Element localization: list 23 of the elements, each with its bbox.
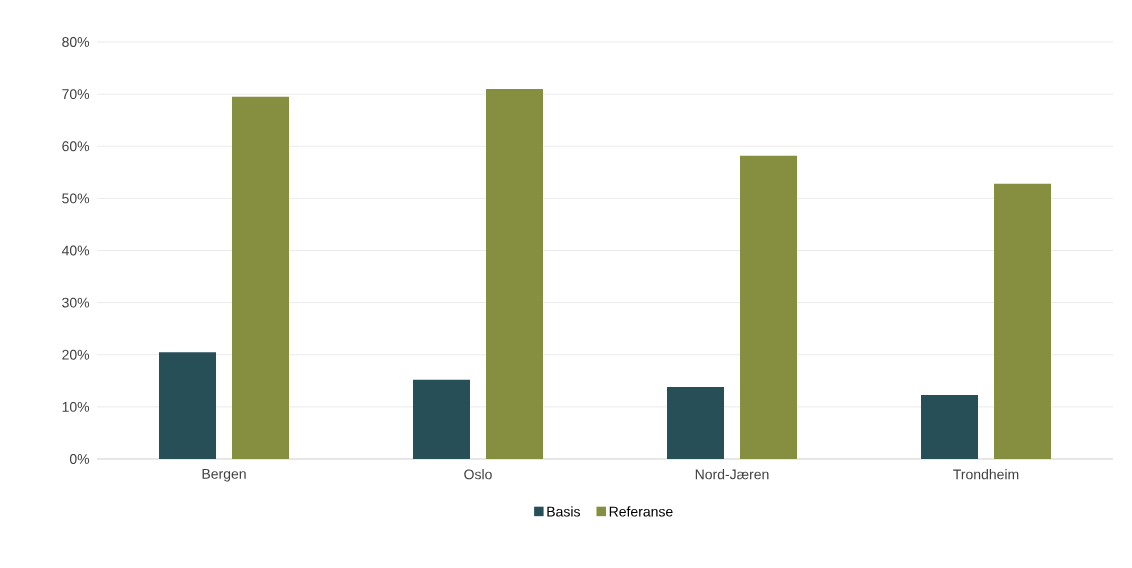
y-tick-label: 50% [62, 193, 90, 204]
bar [486, 88, 544, 459]
y-tick-label: 20% [62, 349, 90, 360]
x-tick-label: Oslo [464, 469, 492, 480]
x-tick-label: Nord-Jæren [695, 469, 769, 480]
y-tick-label: 60% [62, 141, 90, 152]
y-tick-label: 0% [69, 454, 90, 464]
bar [921, 394, 979, 459]
bar [413, 379, 471, 459]
legend-label: Basis [547, 506, 580, 517]
y-tick-label: 40% [61, 245, 90, 256]
y-tick-label: 30% [62, 297, 90, 308]
y-tick-label: 10% [62, 401, 90, 412]
x-tick-label: Trondheim [953, 469, 1019, 480]
bar [232, 96, 289, 459]
bar [667, 387, 725, 459]
y-tick-label: 70% [62, 89, 90, 100]
x-tick-label: Bergen [202, 469, 246, 482]
bar [994, 183, 1052, 459]
y-tick-label: 80% [62, 37, 90, 47]
bar [740, 155, 798, 459]
legend-label: Referanse [609, 506, 673, 517]
bar [159, 352, 216, 459]
